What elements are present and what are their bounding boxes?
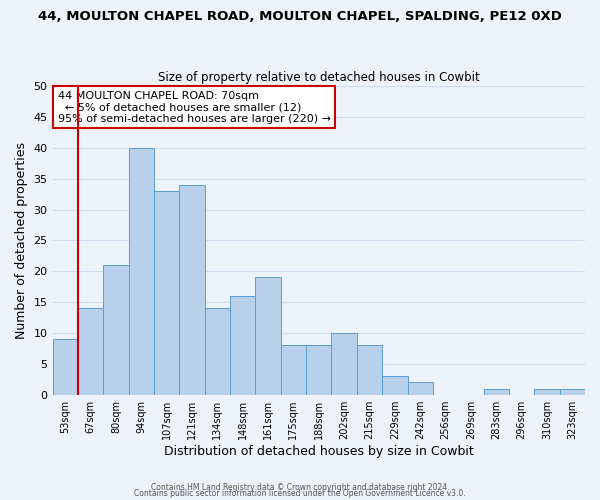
Bar — [78, 308, 103, 394]
Bar — [103, 265, 128, 394]
Bar — [357, 346, 382, 395]
Bar — [179, 185, 205, 394]
Bar — [534, 388, 560, 394]
Bar — [306, 346, 331, 395]
Text: Contains HM Land Registry data © Crown copyright and database right 2024.: Contains HM Land Registry data © Crown c… — [151, 484, 449, 492]
X-axis label: Distribution of detached houses by size in Cowbit: Distribution of detached houses by size … — [164, 444, 473, 458]
Text: Contains public sector information licensed under the Open Government Licence v3: Contains public sector information licen… — [134, 490, 466, 498]
Text: 44, MOULTON CHAPEL ROAD, MOULTON CHAPEL, SPALDING, PE12 0XD: 44, MOULTON CHAPEL ROAD, MOULTON CHAPEL,… — [38, 10, 562, 23]
Bar — [484, 388, 509, 394]
Title: Size of property relative to detached houses in Cowbit: Size of property relative to detached ho… — [158, 70, 479, 84]
Bar — [560, 388, 585, 394]
Bar — [53, 339, 78, 394]
Text: 44 MOULTON CHAPEL ROAD: 70sqm
  ← 5% of detached houses are smaller (12)
95% of : 44 MOULTON CHAPEL ROAD: 70sqm ← 5% of de… — [58, 90, 331, 124]
Bar — [128, 148, 154, 394]
Bar — [205, 308, 230, 394]
Bar — [331, 333, 357, 394]
Bar — [281, 346, 306, 395]
Y-axis label: Number of detached properties: Number of detached properties — [15, 142, 28, 339]
Bar — [407, 382, 433, 394]
Bar — [256, 278, 281, 394]
Bar — [154, 191, 179, 394]
Bar — [230, 296, 256, 394]
Bar — [382, 376, 407, 394]
